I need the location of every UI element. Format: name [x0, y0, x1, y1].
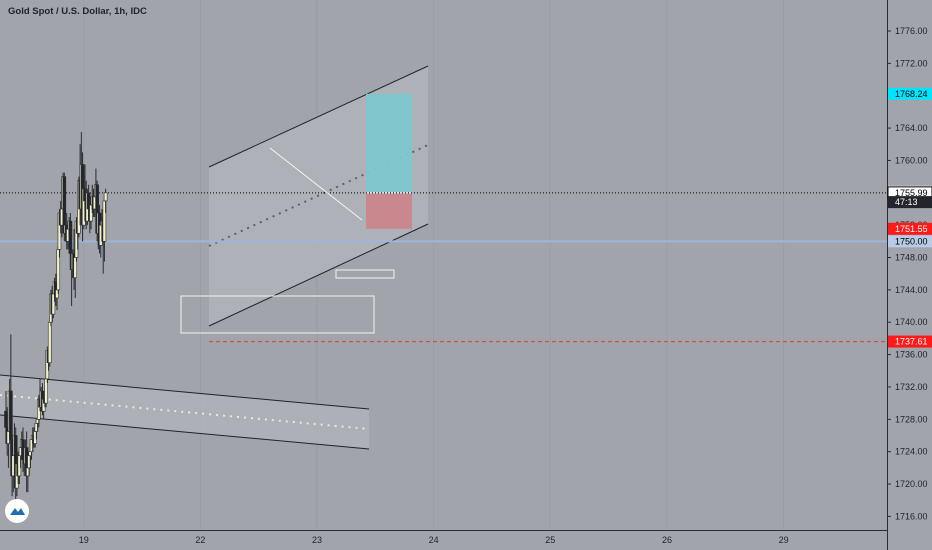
- price-label-bg: [888, 235, 932, 248]
- price-label-text: 1751.55: [895, 224, 928, 234]
- ascending-channel-midline: [208, 144, 429, 247]
- time-tick-label: 23: [312, 535, 322, 545]
- descending-channel-fill: [0, 375, 369, 449]
- position-stop-zone: [366, 192, 412, 229]
- price-tick-label: 1716.00: [895, 511, 928, 521]
- price-axis-panel: [887, 0, 932, 550]
- price-label-badge: 1768.24: [888, 87, 932, 100]
- time-tick-label: 29: [779, 535, 789, 545]
- position-target-zone: [366, 93, 412, 193]
- price-tick-label: 1740.00: [895, 317, 928, 327]
- price-label-text: 1768.24: [895, 89, 928, 99]
- price-label-bg: [888, 222, 932, 235]
- demand-zone-box: [180, 295, 375, 334]
- price-tick-label: 1772.00: [895, 58, 928, 68]
- price-tick-label: 1764.00: [895, 123, 928, 133]
- price-tick-label: 1720.00: [895, 479, 928, 489]
- price-tick-label: 1776.00: [895, 26, 928, 36]
- trend-line: [269, 147, 363, 221]
- price-label-badge: 1737.61: [888, 335, 932, 348]
- price-tick-label: 1744.00: [895, 285, 928, 295]
- time-tick-label: 22: [195, 535, 205, 545]
- descending-channel-lower: [0, 414, 370, 450]
- price-label-bg: [888, 335, 932, 348]
- ascending-channel-upper: [208, 65, 429, 168]
- price-label-text: 1755.99: [895, 188, 928, 198]
- price-label-badge: 47:13: [888, 196, 932, 209]
- price-tick-label: 1748.00: [895, 253, 928, 263]
- candle-up: [47, 321, 52, 363]
- time-tick-label: 24: [429, 535, 439, 545]
- price-tick-label: 1760.00: [895, 155, 928, 165]
- price-tick-label: 1736.00: [895, 350, 928, 360]
- demand-zone-box-small: [335, 269, 395, 279]
- price-label-text: 1737.61: [895, 337, 928, 347]
- descending-channel-midline: [0, 394, 370, 430]
- price-label-bg: [888, 196, 932, 209]
- price-label-badge: 1751.55: [888, 222, 932, 235]
- price-tick-label: 1732.00: [895, 382, 928, 392]
- price-tick-label: 1728.00: [895, 414, 928, 424]
- tradingview-logo-icon: [5, 499, 29, 523]
- time-tick-label: 25: [545, 535, 555, 545]
- candle-up: [103, 192, 108, 202]
- price-tick-label: 1724.00: [895, 447, 928, 457]
- price-label-text: 1750.00: [895, 236, 928, 246]
- price-label-bg: [888, 87, 932, 100]
- price-label-text: 47:13: [895, 197, 918, 207]
- time-tick-label: 19: [79, 535, 89, 545]
- chart-title: Gold Spot / U.S. Dollar, 1h, IDC: [8, 6, 147, 17]
- price-label-badge: 1750.00: [888, 235, 932, 248]
- time-tick-label: 26: [662, 535, 672, 545]
- descending-channel-upper: [0, 374, 370, 410]
